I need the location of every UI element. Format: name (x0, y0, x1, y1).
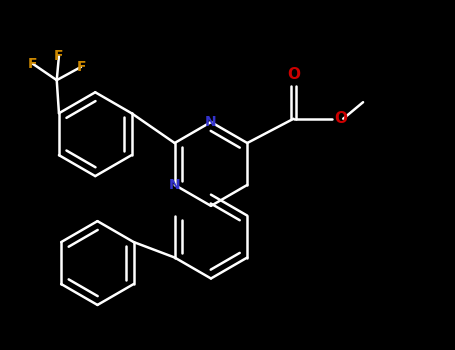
Text: N: N (205, 115, 217, 129)
Text: F: F (28, 57, 37, 71)
Text: N: N (169, 178, 181, 192)
Text: F: F (76, 60, 86, 74)
Text: O: O (287, 67, 300, 82)
Text: F: F (54, 49, 64, 63)
Text: O: O (334, 111, 347, 126)
